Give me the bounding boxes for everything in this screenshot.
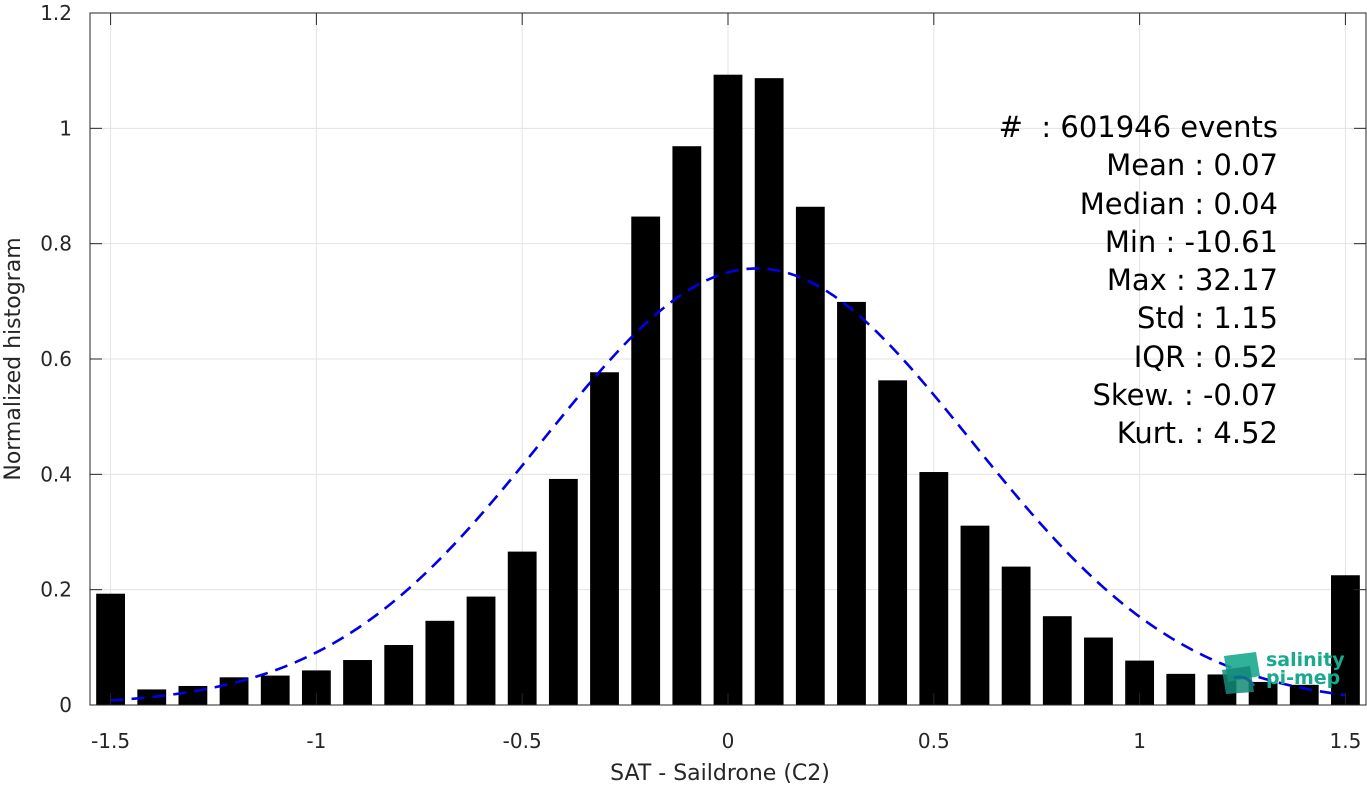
x-tick-label: -0.5 — [503, 729, 542, 753]
histogram-bar — [507, 551, 537, 705]
histogram-bar — [878, 380, 908, 705]
histogram-bar — [1001, 566, 1031, 705]
histogram-bar — [1248, 681, 1278, 705]
x-tick-label: -1.5 — [91, 729, 130, 753]
logo-text-pimep: pi-mep — [1266, 667, 1341, 689]
histogram-bar — [837, 301, 866, 705]
y-tick-label: 0.4 — [40, 462, 72, 486]
histogram-bar — [466, 596, 496, 705]
stat-line: Max : 32.17 — [1106, 263, 1278, 298]
stat-line: Min : -10.61 — [1104, 224, 1278, 259]
stat-line: Median : 0.04 — [1079, 186, 1278, 221]
histogram-bar — [343, 660, 372, 705]
y-tick-label: 0.6 — [40, 347, 72, 371]
histogram-bar — [219, 677, 249, 705]
x-tick-labels: -1.5 -1 -0.5 0 0.5 1 1.5 — [91, 729, 1361, 753]
y-axis-label: Normalized histogram — [1, 237, 26, 480]
stat-line: Skew. : -0.07 — [1092, 378, 1278, 413]
y-tick-label: 0.2 — [40, 578, 72, 602]
histogram-bar — [548, 478, 578, 705]
histogram-bar — [713, 74, 743, 706]
y-tick-label: 0 — [59, 693, 72, 717]
normal-fit-curve — [110, 267, 1346, 702]
histogram-bar — [1166, 673, 1196, 705]
x-axis-label: SAT - Saildrone (C2) — [610, 761, 830, 785]
logo-text-salinity: salinity — [1266, 649, 1345, 671]
x-tick-label: 0 — [722, 729, 735, 753]
histogram-bar — [590, 372, 619, 705]
salinity-pi-mep-logo: salinity pi-mep — [1220, 646, 1350, 696]
histogram-bar — [631, 216, 661, 705]
histogram-bar — [137, 689, 167, 705]
stat-line: IQR : 0.52 — [1133, 339, 1278, 374]
x-tick-label: 1 — [1133, 729, 1146, 753]
histogram-bar — [795, 206, 825, 705]
stat-line: Kurt. : 4.52 — [1116, 416, 1278, 451]
y-tick-label: 1 — [59, 116, 72, 140]
histogram-bar — [260, 675, 290, 705]
histogram-bar — [1084, 637, 1113, 705]
histogram-bar — [1042, 616, 1072, 705]
histogram-bar — [754, 78, 784, 705]
histogram-bar — [960, 525, 990, 705]
statistics-box: # : 601946 events Mean : 0.07 Median : 0.0… — [999, 108, 1278, 453]
stat-line: Mean : 0.07 — [1106, 148, 1278, 183]
y-tick-label: 1.2 — [40, 1, 72, 25]
stat-line: Std : 1.15 — [1137, 301, 1278, 336]
y-tick-labels: 0 0.2 0.4 0.6 0.8 1 1.2 — [40, 1, 72, 717]
y-tick-label: 0.8 — [40, 232, 72, 256]
x-tick-label: 1.5 — [1330, 729, 1362, 753]
histogram-bar — [96, 593, 125, 705]
axes — [89, 12, 1367, 706]
histogram-bar — [1331, 575, 1360, 705]
histogram-bar — [672, 146, 702, 705]
x-tick-label: 0.5 — [918, 729, 950, 753]
logo-mark-icon — [1222, 652, 1260, 694]
x-tick-label: -1 — [306, 729, 326, 753]
histogram-bar — [919, 472, 949, 705]
histogram-bar — [384, 645, 414, 705]
histogram-bars — [96, 74, 1360, 706]
histogram-bar — [425, 620, 455, 705]
stat-line: # : 601946 events — [998, 110, 1278, 144]
